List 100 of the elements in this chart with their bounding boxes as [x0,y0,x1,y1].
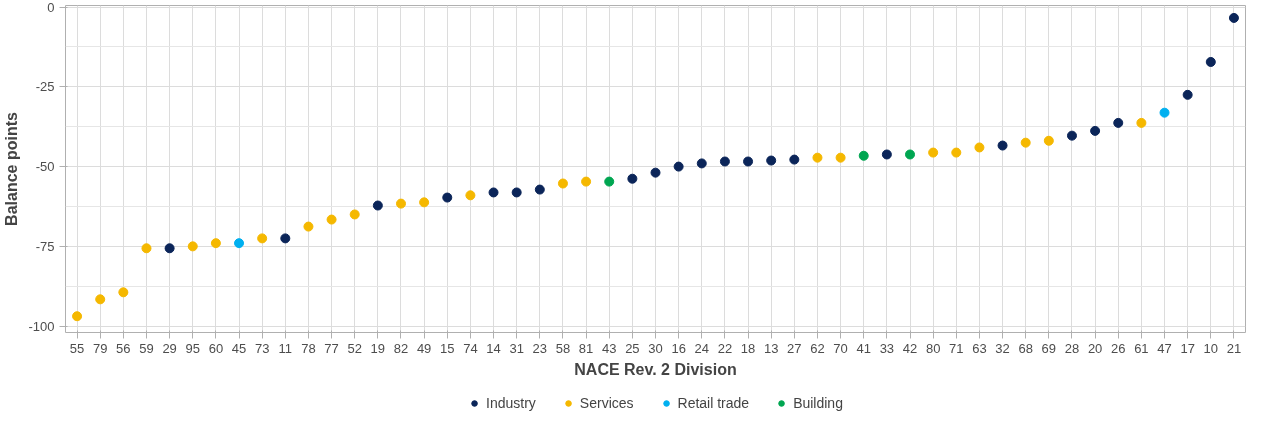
point [234,238,245,249]
point [812,152,823,163]
point [1043,135,1054,146]
point [604,176,615,187]
x-tick-label: 18 [740,340,756,356]
x-tick-label: 41 [856,340,871,356]
x-tick-label: 31 [509,340,524,356]
x-tick-label: 56 [116,340,131,356]
x-tick-label: 15 [440,340,455,356]
x-tick-label: 78 [301,340,316,356]
x-tick-label: 19 [370,340,386,356]
x-tick-label: 61 [1134,340,1149,356]
x-tick-label: 68 [1018,340,1033,356]
point [789,154,800,165]
x-tick-label: 22 [717,340,733,356]
point [372,200,383,211]
point [1113,117,1124,128]
point [951,147,962,158]
point [743,156,754,167]
legend-label: Retail trade [677,394,750,411]
point [465,190,476,201]
x-tick-label: 43 [602,340,617,356]
x-tick-label: 17 [1180,340,1195,356]
point [1090,125,1101,136]
point [257,233,268,244]
point [95,294,106,305]
x-tick-label: 69 [1041,340,1057,356]
x-tick-label: 95 [185,340,200,356]
legend-label: Industry [486,394,536,411]
x-tick-label: 71 [949,340,964,356]
x-tick-label: 26 [1111,340,1126,356]
point [627,173,638,184]
point [835,152,846,163]
point [696,158,707,169]
x-tick-label: 14 [486,340,501,356]
x-tick-label: 20 [1087,340,1103,356]
point [511,187,522,198]
y-tick-label: -50 [35,159,55,175]
point [141,243,152,254]
point [442,192,453,203]
point [395,198,406,209]
point [557,178,568,189]
point [673,161,684,172]
point [534,184,545,195]
point [1159,107,1170,118]
point [303,221,314,232]
x-tick-label: 33 [879,340,895,356]
point [997,140,1008,151]
x-tick-label: 59 [139,340,154,356]
point [280,233,291,244]
x-tick-label: 47 [1157,340,1172,356]
x-tick-label: 45 [231,340,247,356]
x-tick-label: 60 [208,340,224,356]
x-tick-label: 24 [694,340,710,356]
y-tick-label: 0 [47,0,55,15]
x-tick-label: 55 [69,340,85,356]
point [719,156,730,167]
point [488,187,499,198]
x-tick-label: 73 [254,340,270,356]
x-tick-label: 32 [995,340,1010,356]
x-tick-label: 27 [787,340,802,356]
point [164,243,175,254]
x-tick-label: 10 [1203,340,1219,356]
x-tick-label: 77 [324,340,339,356]
x-tick-label: 63 [972,340,987,356]
x-tick-label: 23 [532,340,548,356]
y-tick-label: -75 [35,238,55,254]
point [187,241,198,252]
x-tick-label: 49 [416,340,432,356]
x-tick-label: 70 [833,340,848,356]
point [1066,130,1077,141]
x-tick-label: 25 [625,340,640,356]
point [210,238,221,249]
point [1205,56,1216,67]
y-axis-title: Balance points [3,112,21,226]
x-tick-label: 21 [1226,340,1242,356]
x-tick-label: 74 [463,340,478,356]
y-tick-label: -25 [35,79,55,95]
point [349,209,360,220]
x-tick-label: 11 [278,340,293,356]
x-tick-label: 28 [1064,340,1080,356]
point [905,149,916,160]
point [419,197,430,208]
x-tick-label: 29 [162,340,177,356]
point [650,167,661,178]
point [1228,12,1239,23]
x-tick-label: 82 [393,340,409,356]
point [1136,117,1147,128]
x-tick-label: 30 [648,340,663,356]
x-tick-label: 79 [92,340,108,356]
y-tick-label: -100 [28,318,55,334]
point [928,147,939,158]
point [974,142,985,153]
point [858,150,869,161]
point [581,176,592,187]
point [766,155,777,166]
x-axis-title: NACE Rev. 2 Division [574,360,737,378]
x-tick-label: 16 [671,340,686,356]
point [326,214,337,225]
x-tick-label: 52 [347,340,362,356]
